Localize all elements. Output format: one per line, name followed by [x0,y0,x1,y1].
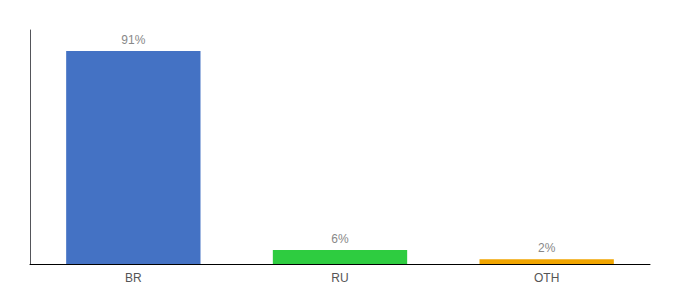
svg-text:6%: 6% [331,232,349,246]
svg-text:OTH: OTH [534,271,559,285]
svg-text:BR: BR [125,271,142,285]
svg-text:RU: RU [331,271,348,285]
svg-text:91%: 91% [121,33,145,47]
svg-text:2%: 2% [538,241,556,255]
